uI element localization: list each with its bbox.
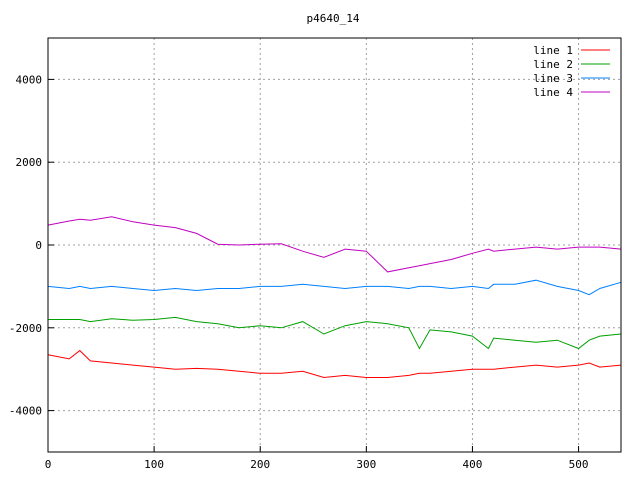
x-tick-label: 200 [250, 458, 270, 471]
x-tick-label: 100 [144, 458, 164, 471]
grid [48, 38, 621, 452]
series-line-3 [47, 279, 622, 296]
y-tick-label: 0 [35, 239, 42, 252]
y-tick-label: -4000 [9, 405, 42, 418]
x-tick-label: 300 [356, 458, 376, 471]
legend-label-1: line 1 [533, 44, 573, 57]
series-line-2 [48, 316, 622, 350]
series-group [47, 216, 622, 379]
legend-label-2: line 2 [533, 58, 573, 71]
series-line-4 [47, 216, 622, 273]
chart-title: p4640_14 [307, 12, 360, 25]
y-tick-label: 2000 [16, 156, 43, 169]
legend-label-3: line 3 [533, 72, 573, 85]
axis-labels: 0 100 200 300 400 500 -4000 -2000 0 2000 4000 [9, 73, 589, 471]
y-tick-label: -2000 [9, 322, 42, 335]
legend-label-4: line 4 [533, 86, 573, 99]
series-line-1 [47, 349, 622, 379]
y-tick-label: 4000 [16, 73, 43, 86]
x-tick-label: 400 [463, 458, 483, 471]
x-tick-label: 500 [569, 458, 589, 471]
x-tick-label: 0 [45, 458, 52, 471]
